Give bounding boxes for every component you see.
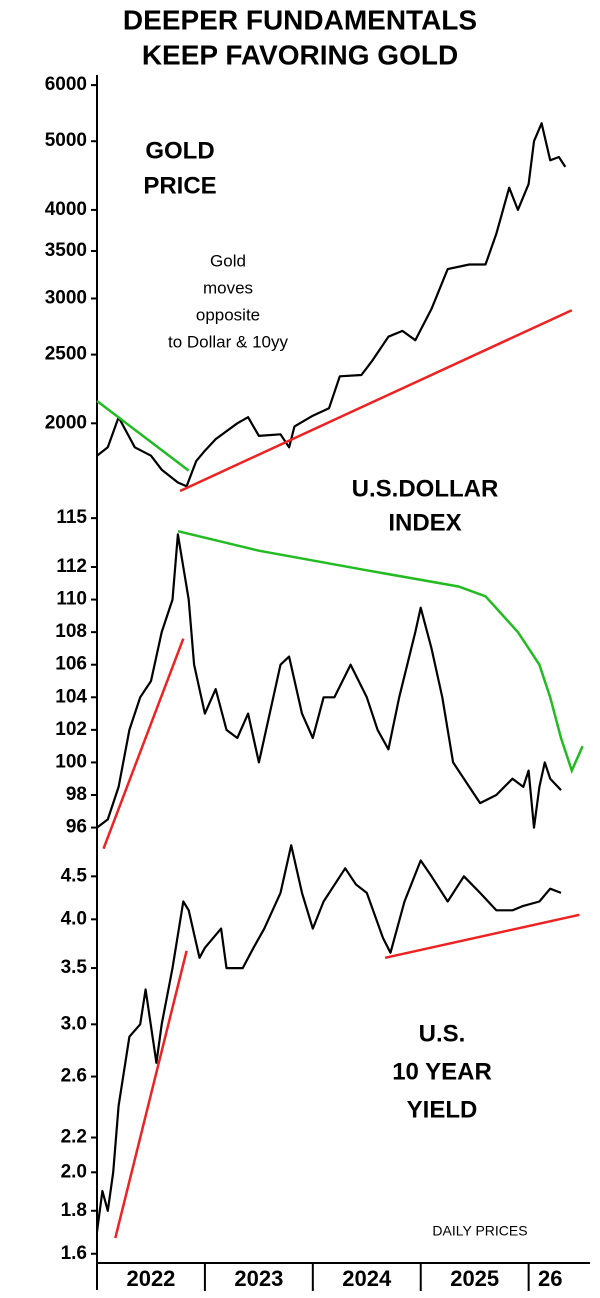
y-tick-label: 6000 bbox=[45, 74, 87, 95]
y-tick-label: 4.0 bbox=[61, 908, 87, 929]
y-tick-label: 4.5 bbox=[61, 865, 88, 886]
x-tick-label: 26 bbox=[538, 1266, 562, 1291]
y-tick-label: 102 bbox=[55, 719, 87, 740]
price-line bbox=[95, 844, 562, 1232]
y-tick-label: 110 bbox=[56, 589, 87, 610]
trend-line bbox=[384, 913, 580, 960]
annotation: U.S. bbox=[419, 1020, 466, 1047]
y-tick-label: 106 bbox=[55, 654, 87, 675]
annotation: INDEX bbox=[388, 509, 461, 536]
x-tick-label: 2022 bbox=[126, 1266, 175, 1291]
annotation: YIELD bbox=[407, 1096, 478, 1123]
y-tick-label: 3.5 bbox=[61, 957, 88, 978]
y-tick-label: 96 bbox=[66, 817, 87, 838]
trend-line bbox=[96, 400, 190, 472]
annotation: Gold bbox=[210, 251, 246, 270]
annotation: DAILY PRICES bbox=[432, 1223, 527, 1239]
y-tick-label: 2.0 bbox=[61, 1161, 87, 1182]
annotation: PRICE bbox=[143, 172, 216, 199]
y-tick-label: 2.6 bbox=[61, 1066, 87, 1087]
y-tick-label: 2000 bbox=[45, 412, 87, 433]
annotation: moves bbox=[203, 278, 253, 297]
annotation: opposite bbox=[196, 305, 260, 324]
annotation: 10 YEAR bbox=[392, 1058, 492, 1085]
y-tick-label: 2.2 bbox=[61, 1127, 87, 1148]
y-tick-label: 2500 bbox=[45, 344, 87, 365]
y-tick-label: 1.6 bbox=[61, 1243, 87, 1264]
chart-title: DEEPER FUNDAMENTALS bbox=[123, 4, 477, 35]
x-tick-label: 2025 bbox=[450, 1266, 499, 1291]
annotation: U.S.DOLLAR bbox=[352, 475, 499, 502]
trend-line bbox=[102, 638, 185, 850]
price-line bbox=[96, 122, 567, 488]
trend-line bbox=[179, 309, 573, 493]
y-tick-label: 104 bbox=[55, 686, 87, 707]
y-tick-label: 3500 bbox=[45, 240, 87, 261]
y-tick-label: 3.0 bbox=[61, 1013, 87, 1034]
annotation: GOLD bbox=[145, 137, 214, 164]
y-tick-label: 100 bbox=[55, 751, 87, 772]
y-tick-label: 115 bbox=[56, 507, 87, 528]
trend-line bbox=[114, 950, 188, 1239]
annotation: to Dollar & 10yy bbox=[168, 332, 288, 351]
y-tick-label: 108 bbox=[55, 621, 87, 642]
y-tick-label: 3000 bbox=[45, 287, 87, 308]
y-tick-label: 5000 bbox=[45, 130, 87, 151]
trend-line bbox=[177, 529, 584, 775]
y-tick-label: 4000 bbox=[45, 199, 87, 220]
y-tick-label: 1.8 bbox=[61, 1200, 87, 1221]
x-tick-label: 2023 bbox=[234, 1266, 283, 1291]
y-tick-label: 112 bbox=[56, 556, 87, 577]
chart-title: KEEP FAVORING GOLD bbox=[142, 39, 458, 70]
y-tick-label: 98 bbox=[66, 784, 87, 805]
x-tick-label: 2024 bbox=[342, 1266, 392, 1291]
price-line bbox=[96, 533, 562, 829]
